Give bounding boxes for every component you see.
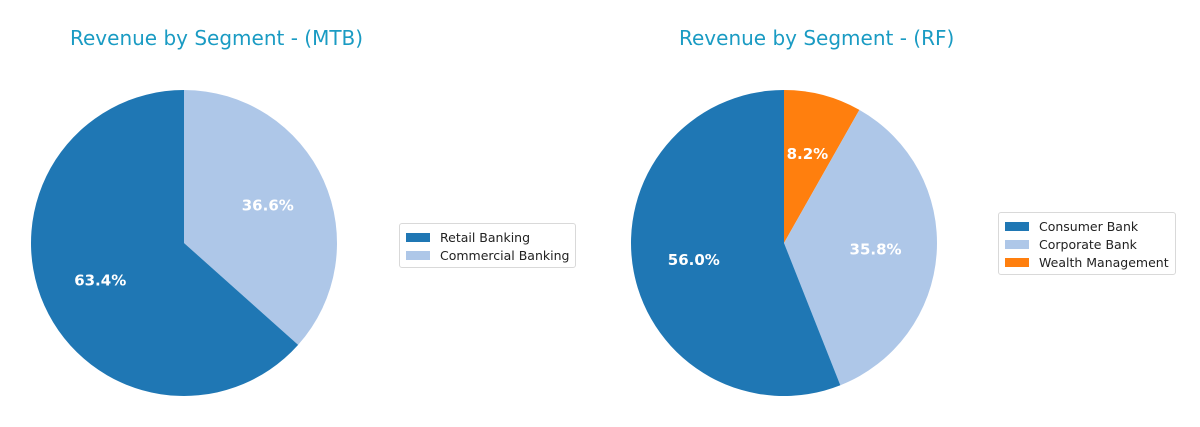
pie-chart-rf: 8.2% 35.8% 56.0%: [631, 90, 937, 396]
legend-swatch: [406, 232, 430, 242]
legend-item-retail-banking: Retail Banking: [406, 228, 569, 246]
pie-chart-mtb: 36.6% 63.4%: [31, 90, 337, 396]
pie-slice-wealth-management: [784, 90, 860, 243]
legend-swatch: [1005, 257, 1029, 267]
pie-slice-label: 35.8%: [850, 240, 902, 258]
legend-item-corporate-bank: Corporate Bank: [1005, 235, 1169, 253]
legend-swatch: [406, 250, 430, 260]
legend-mtb: Retail Banking Commercial Banking: [399, 223, 577, 268]
legend-item-wealth-management: Wealth Management: [1005, 253, 1169, 271]
legend-label: Corporate Bank: [1039, 236, 1137, 252]
pie-slice-retail-banking: [31, 90, 299, 396]
pie-slice-commercial-banking: [184, 90, 337, 345]
pie-slice-label: 8.2%: [787, 145, 829, 163]
legend-label: Retail Banking: [440, 229, 531, 245]
legend-label: Wealth Management: [1039, 254, 1169, 270]
legend-item-commercial-banking: Commercial Banking: [406, 246, 569, 264]
pie-slice-label: 56.0%: [668, 251, 720, 269]
legend-label: Commercial Banking: [440, 247, 570, 263]
legend-label: Consumer Bank: [1039, 218, 1139, 234]
legend-rf: Consumer Bank Corporate Bank Wealth Mana…: [998, 212, 1176, 275]
pie-slice-label: 36.6%: [242, 196, 294, 214]
legend-item-consumer-bank: Consumer Bank: [1005, 217, 1169, 235]
pie-slice-corporate-bank: [784, 109, 937, 386]
legend-swatch: [1005, 221, 1029, 231]
pie-slice-label: 63.4%: [74, 272, 126, 290]
legend-swatch: [1005, 239, 1029, 249]
pie-slice-consumer-bank: [631, 90, 841, 396]
chart-title-rf: Revenue by Segment - (RF): [679, 26, 955, 50]
chart-title-mtb: Revenue by Segment - (MTB): [70, 26, 364, 50]
